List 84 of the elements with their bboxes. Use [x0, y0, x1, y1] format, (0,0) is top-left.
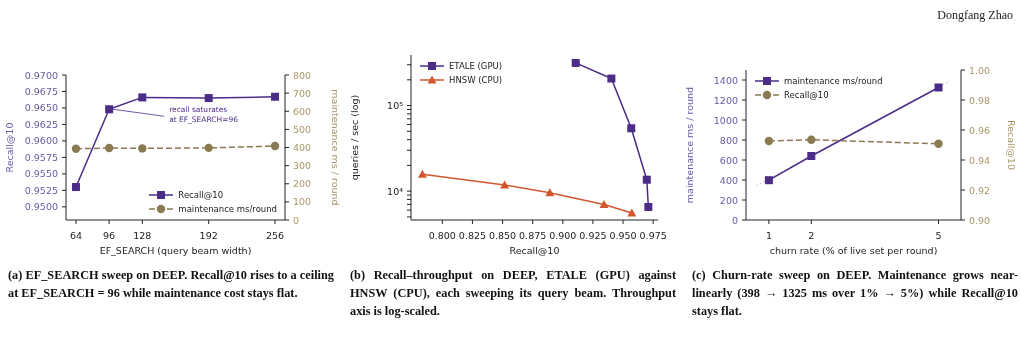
y2-tick-label: 0.92	[969, 184, 991, 196]
y2-tick-label: 500	[293, 123, 312, 135]
point	[642, 175, 651, 184]
x-axis-title: Recall@10	[509, 245, 560, 256]
y-tick-label: 0.9700	[24, 69, 58, 81]
point	[627, 124, 636, 133]
point	[105, 105, 114, 114]
point	[204, 94, 213, 103]
x-tick-label: 0.925	[579, 229, 607, 241]
y-tick-label: 0.9675	[24, 85, 58, 97]
text: Dongfang Zhao	[937, 8, 1013, 23]
point	[545, 188, 555, 197]
legend-label: Recall@10	[784, 89, 829, 102]
y2-tick-label: 0.90	[969, 214, 991, 226]
legend-label: HNSW (CPU)	[449, 74, 503, 87]
x-tick-label: 0.950	[609, 229, 637, 241]
y-tick-label: 0.9600	[24, 135, 58, 147]
x-tick-label: 2	[808, 229, 815, 241]
y-tick-label: 200	[719, 194, 738, 206]
y-tick-label: 600	[719, 154, 738, 166]
point	[138, 93, 147, 102]
y2-tick-label: 300	[293, 160, 312, 172]
x-tick-label: 0.850	[488, 229, 517, 241]
legend-label: maintenance ms/round	[178, 203, 277, 216]
x-tick-label: 0.875	[519, 229, 547, 241]
point	[934, 83, 943, 92]
x-tick-label: 128	[133, 229, 152, 241]
x-tick-label: 0.900	[549, 229, 577, 241]
y-axis-title: maintenance ms / round	[684, 86, 696, 204]
x-tick-label: 5	[935, 229, 942, 241]
y2-tick-label: 1.00	[969, 64, 991, 76]
point	[71, 183, 80, 192]
y2-tick-label: 0	[293, 214, 300, 226]
y2-tick-label: 200	[293, 178, 312, 190]
y2-tick-label: 100	[293, 196, 312, 208]
point	[644, 202, 653, 211]
y2-tick-label: 700	[293, 87, 312, 99]
point	[599, 200, 609, 208]
point	[607, 74, 616, 83]
y-tick-label: 0.9550	[24, 168, 58, 180]
y-tick-label: 800	[719, 134, 738, 146]
y-tick-label: 10⁴	[387, 185, 404, 197]
y-tick-label: 1400	[713, 74, 738, 86]
y2-axis-title: Recall@10	[1005, 120, 1017, 170]
y2-tick-label: 0.94	[969, 154, 991, 166]
y-axis-title: queries / sec (log)	[349, 94, 361, 181]
y-tick-label: 0	[731, 214, 738, 226]
y2-tick-label: 400	[293, 142, 312, 153]
x-tick-label: 256	[265, 229, 285, 241]
legend-label: ETALE (GPU)	[449, 60, 503, 73]
point	[417, 169, 427, 178]
x-tick-label: 0.825	[458, 229, 487, 241]
y2-tick-label: 0.98	[969, 94, 991, 106]
y-tick-label: 10⁵	[387, 100, 404, 112]
x-axis-title: churn rate (% of live set per round)	[769, 245, 938, 256]
point	[571, 58, 580, 67]
text: (b) Recall–throughput on DEEP, ETALE (GPU) against HNSW (CPU), each sweeping its query beam. Throughput axis is log-scaled.	[350, 267, 676, 320]
legend-label: maintenance ms/round	[784, 75, 883, 88]
point	[764, 176, 773, 185]
y2-tick-label: 0.96	[969, 124, 991, 136]
y2-tick-label: 800	[293, 69, 312, 81]
y-tick-label: 0.9525	[24, 184, 58, 196]
y-tick-label: 1000	[713, 114, 738, 126]
x-tick-label: 0.975	[639, 229, 667, 241]
y-tick-label: 0.9500	[24, 201, 58, 213]
y-tick-label: 400	[719, 174, 738, 186]
y-tick-label: 1200	[713, 94, 738, 106]
x-tick-label: 192	[199, 229, 218, 241]
text: (a) EF_SEARCH sweep on DEEP. Recall@10 rises to a ceiling at EF_SEARCH = 96 while maintenance cost stays flat.	[8, 267, 334, 302]
legend-label: Recall@10	[178, 189, 224, 202]
point	[807, 152, 816, 160]
x-tick-label: 64	[69, 229, 82, 241]
y-tick-label: 0.9650	[24, 102, 58, 114]
y2-tick-label: 600	[293, 105, 312, 117]
point	[271, 92, 280, 101]
y2-axis-title: maintenance ms / round	[329, 89, 341, 206]
text: (c) Churn-rate sweep on DEEP. Maintenance grows near-linearly (398 → 1325 ms over 1% → 5%) while Recall@10 stays flat.	[692, 267, 1018, 320]
x-axis-title: EF_SEARCH (query beam width)	[99, 245, 252, 256]
y-tick-label: 0.9625	[24, 118, 58, 130]
y-axis-title: Recall@10	[4, 122, 16, 173]
x-tick-label: 96	[103, 229, 116, 241]
x-tick-label: 1	[765, 229, 772, 241]
y-tick-label: 0.9575	[24, 151, 58, 163]
x-tick-label: 0.800	[428, 229, 456, 241]
